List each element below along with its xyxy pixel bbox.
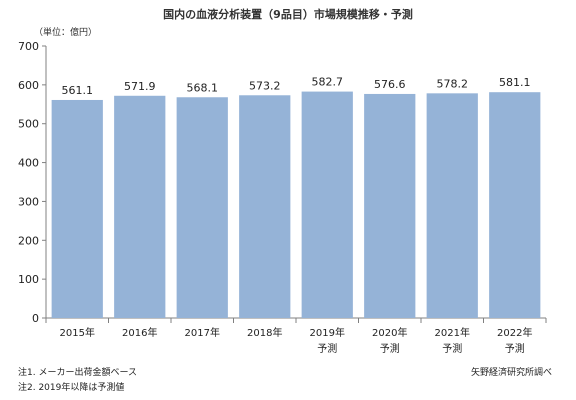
data-label: 571.9: [124, 80, 156, 93]
x-tick-sublabel: 予測: [317, 342, 337, 355]
x-tick-label: 2021年: [435, 326, 470, 339]
x-tick-sublabel: 予測: [380, 342, 400, 355]
y-tick-label: 200: [18, 234, 39, 247]
data-label: 581.1: [499, 76, 531, 89]
data-label: 582.7: [312, 76, 344, 89]
x-tick-label: 2016年: [122, 326, 157, 339]
data-label: 578.2: [437, 77, 469, 90]
y-tick-label: 400: [18, 157, 39, 170]
bar: [489, 92, 541, 318]
data-label: 573.2: [249, 79, 281, 92]
bar: [51, 99, 103, 319]
chart-title: 国内の血液分析装置（9品目）市場規模推移・予測: [163, 8, 413, 21]
x-tick-label: 2020年: [372, 326, 407, 339]
data-label: 576.6: [374, 78, 406, 91]
y-tick-label: 100: [18, 273, 39, 286]
x-tick-label: 2018年: [247, 326, 282, 339]
x-tick-sublabel: 予測: [442, 342, 462, 355]
x-tick-label: 2019年: [310, 326, 345, 339]
y-tick-label: 0: [32, 312, 39, 325]
data-label: 561.1: [62, 84, 94, 97]
x-tick-label: 2017年: [185, 326, 220, 339]
bar: [364, 93, 416, 319]
bar: [176, 97, 228, 319]
x-tick-label: 2015年: [60, 326, 95, 339]
x-tick-sublabel: 予測: [505, 342, 525, 355]
bar: [301, 91, 353, 318]
bar: [426, 93, 478, 318]
bar: [239, 95, 291, 318]
y-tick-label: 700: [18, 40, 39, 53]
y-tick-label: 600: [18, 79, 39, 92]
data-label: 568.1: [187, 81, 219, 94]
source-label: 矢野経済研究所調べ: [470, 368, 552, 378]
unit-label: （単位：億円）: [34, 28, 98, 38]
x-tick-label: 2022年: [497, 326, 532, 339]
y-tick-label: 500: [18, 118, 39, 131]
bar: [114, 95, 166, 318]
note-2: 注2. 2019年以降は予測値: [18, 383, 125, 393]
note-1: 注1. メーカー出荷金額ベース: [18, 368, 137, 378]
y-tick-label: 300: [18, 195, 39, 208]
